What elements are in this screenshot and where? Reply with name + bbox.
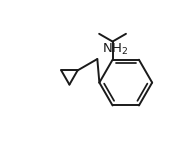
Text: NH$_2$: NH$_2$ bbox=[102, 42, 128, 57]
